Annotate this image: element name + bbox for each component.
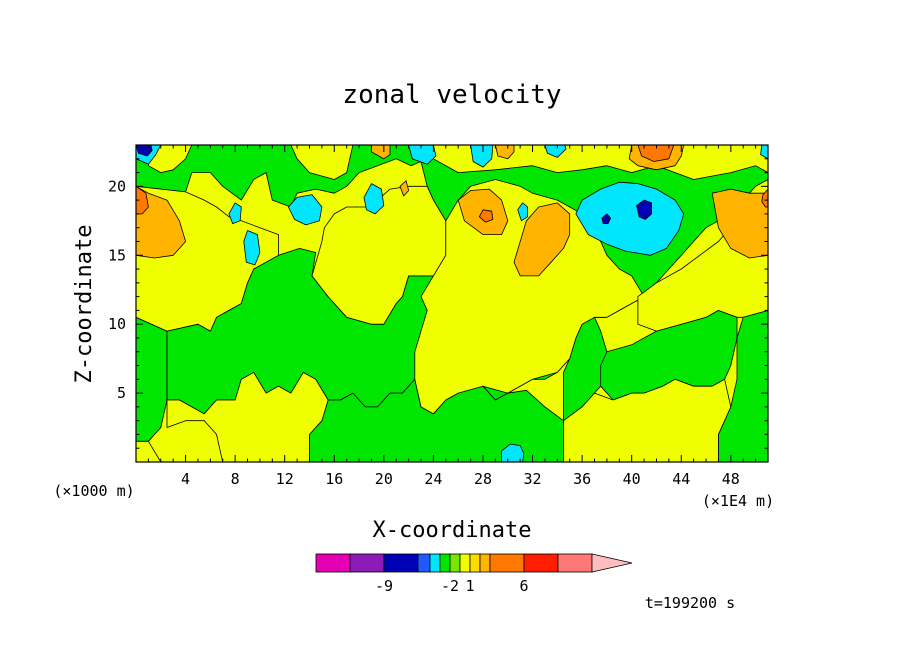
- contour-region-18: [513, 202, 571, 277]
- contour-region-32: [287, 194, 323, 226]
- x-tick-label: 28: [474, 470, 492, 488]
- colorbar-swatch: [417, 553, 431, 573]
- contour-region-14: [290, 145, 354, 180]
- colorbar-label: -2: [441, 577, 459, 595]
- contour-region-42: [601, 213, 611, 225]
- colorbar-arrow: [591, 553, 633, 573]
- contour-region-8: [311, 185, 447, 325]
- chart-title: zonal velocity: [342, 80, 561, 110]
- x-axis-title: X-coordinate: [373, 518, 532, 543]
- colorbar-swatch: [449, 553, 461, 573]
- colorbar: -9 -2 1 6: [315, 553, 633, 595]
- contour-region-21: [371, 145, 391, 160]
- contour-region-24: [136, 185, 149, 215]
- plot-area: [136, 145, 768, 462]
- contour-region-6: [136, 440, 162, 462]
- x-tick-label: 44: [672, 470, 690, 488]
- colorbar-swatch: [349, 553, 385, 573]
- colorbar-swatch: [439, 553, 451, 573]
- contour-region-15: [432, 145, 768, 180]
- x-tick-label: 48: [722, 470, 740, 488]
- contour-region-29: [760, 145, 768, 160]
- contour-region-25: [478, 209, 494, 223]
- plot-frame: [135, 144, 769, 463]
- x-tick-label: 40: [623, 470, 641, 488]
- contour-region-16: [136, 185, 187, 259]
- contour-region-39: [517, 202, 528, 222]
- colorbar-swatch: [479, 553, 491, 573]
- colorbar-swatch: [429, 553, 441, 573]
- contour-region-27: [637, 145, 675, 162]
- contour-region-30: [228, 202, 242, 225]
- x-tick-label: 36: [573, 470, 591, 488]
- y-axis-title: Z-coordinate: [72, 225, 97, 384]
- contour-region-33: [363, 183, 385, 215]
- x-tick-label: 20: [375, 470, 393, 488]
- colorbar-swatch: [557, 553, 593, 573]
- x-tick-label: 4: [181, 470, 190, 488]
- contour-region-9: [414, 179, 645, 415]
- contour-region-31: [243, 230, 261, 266]
- time-label: t=199200 s: [645, 594, 735, 612]
- x-tick-label: 12: [276, 470, 294, 488]
- contour-region-38: [501, 443, 525, 462]
- x-unit-left-label: (×1000 m): [53, 482, 134, 500]
- colorbar-swatch: [459, 553, 471, 573]
- x-tick-label: 8: [231, 470, 240, 488]
- contour-region-19: [711, 188, 768, 259]
- contour-region-37: [575, 181, 685, 256]
- colorbar-label: -9: [375, 577, 393, 595]
- x-tick-label: 16: [325, 470, 343, 488]
- contour-region-34: [408, 145, 437, 165]
- contour-region-11: [563, 378, 732, 462]
- contour-region-23: [399, 180, 410, 197]
- x-tick-label: 32: [524, 470, 542, 488]
- contour-region-13: [147, 145, 193, 174]
- contour-region-22: [494, 145, 515, 160]
- y-tick-label: 15: [108, 246, 126, 264]
- contour-region-35: [470, 145, 494, 168]
- colorbar-swatch: [315, 553, 351, 573]
- contour-region-36: [544, 145, 567, 158]
- colorbar-label: 1: [465, 577, 474, 595]
- colorbar-label: 6: [519, 577, 528, 595]
- x-unit-right-label: (×1E4 m): [702, 492, 774, 510]
- y-tick-label: 10: [108, 315, 126, 333]
- contour-region-10: [166, 371, 329, 462]
- colorbar-swatch: [383, 553, 419, 573]
- y-tick-label: 20: [108, 177, 126, 195]
- colorbar-swatch: [489, 553, 525, 573]
- contour-region-41: [636, 199, 652, 220]
- colorbar-swatch: [523, 553, 559, 573]
- y-tick-label: 5: [117, 384, 126, 402]
- colorbar-swatch: [469, 553, 481, 573]
- x-tick-label: 24: [424, 470, 442, 488]
